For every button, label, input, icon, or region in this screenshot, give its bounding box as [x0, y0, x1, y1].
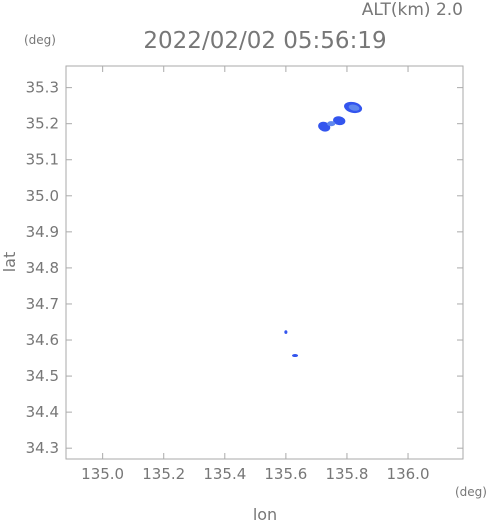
echo-cell [318, 116, 346, 132]
x-tick-label: 135.8 [325, 465, 368, 483]
echo-core [327, 121, 336, 127]
y-tick-label: 34.3 [26, 439, 59, 457]
y-tick-label: 35.3 [26, 79, 59, 97]
timestamp: 2022/02/02 05:56:19 [143, 28, 386, 54]
x-tick-label: 136.0 [387, 465, 430, 483]
y-tick-label: 34.7 [26, 295, 59, 313]
echo-blob [284, 330, 288, 334]
plot-frame [65, 65, 464, 460]
y-tick-label: 34.6 [26, 331, 59, 349]
x-tick-label: 135.2 [142, 465, 185, 483]
y-tick-label: 34.8 [26, 259, 59, 277]
lon-unit-label: (deg) [455, 485, 487, 499]
echo-cell [284, 330, 288, 334]
x-axis-label: lon [253, 505, 277, 521]
tick-group: 34.3 34.4 34.5 34.6 34.7 34.8 34.9 35.0 35.1 35.2… [26, 66, 463, 483]
y-tick-label: 35.0 [26, 187, 59, 205]
y-tick-label: 34.4 [26, 403, 59, 421]
x-tick-label: 135.6 [264, 465, 307, 483]
y-tick-label: 35.2 [26, 115, 59, 133]
y-tick-label: 34.5 [26, 367, 59, 385]
lat-unit-label: (deg) [24, 33, 56, 47]
echo-cell [291, 354, 299, 358]
echo-core [348, 104, 360, 111]
y-axis-label: lat [0, 252, 19, 273]
x-tick-label: 135.0 [81, 465, 124, 483]
altitude-label: ALT(km) 2.0 [362, 0, 463, 20]
x-tick-label: 135.4 [203, 465, 246, 483]
y-tick-label: 34.9 [26, 223, 59, 241]
echo-group [284, 101, 363, 358]
y-tick-label: 35.1 [26, 151, 59, 169]
echo-blob [291, 354, 299, 358]
echo-cell [344, 101, 363, 114]
echo-blob [333, 116, 346, 126]
